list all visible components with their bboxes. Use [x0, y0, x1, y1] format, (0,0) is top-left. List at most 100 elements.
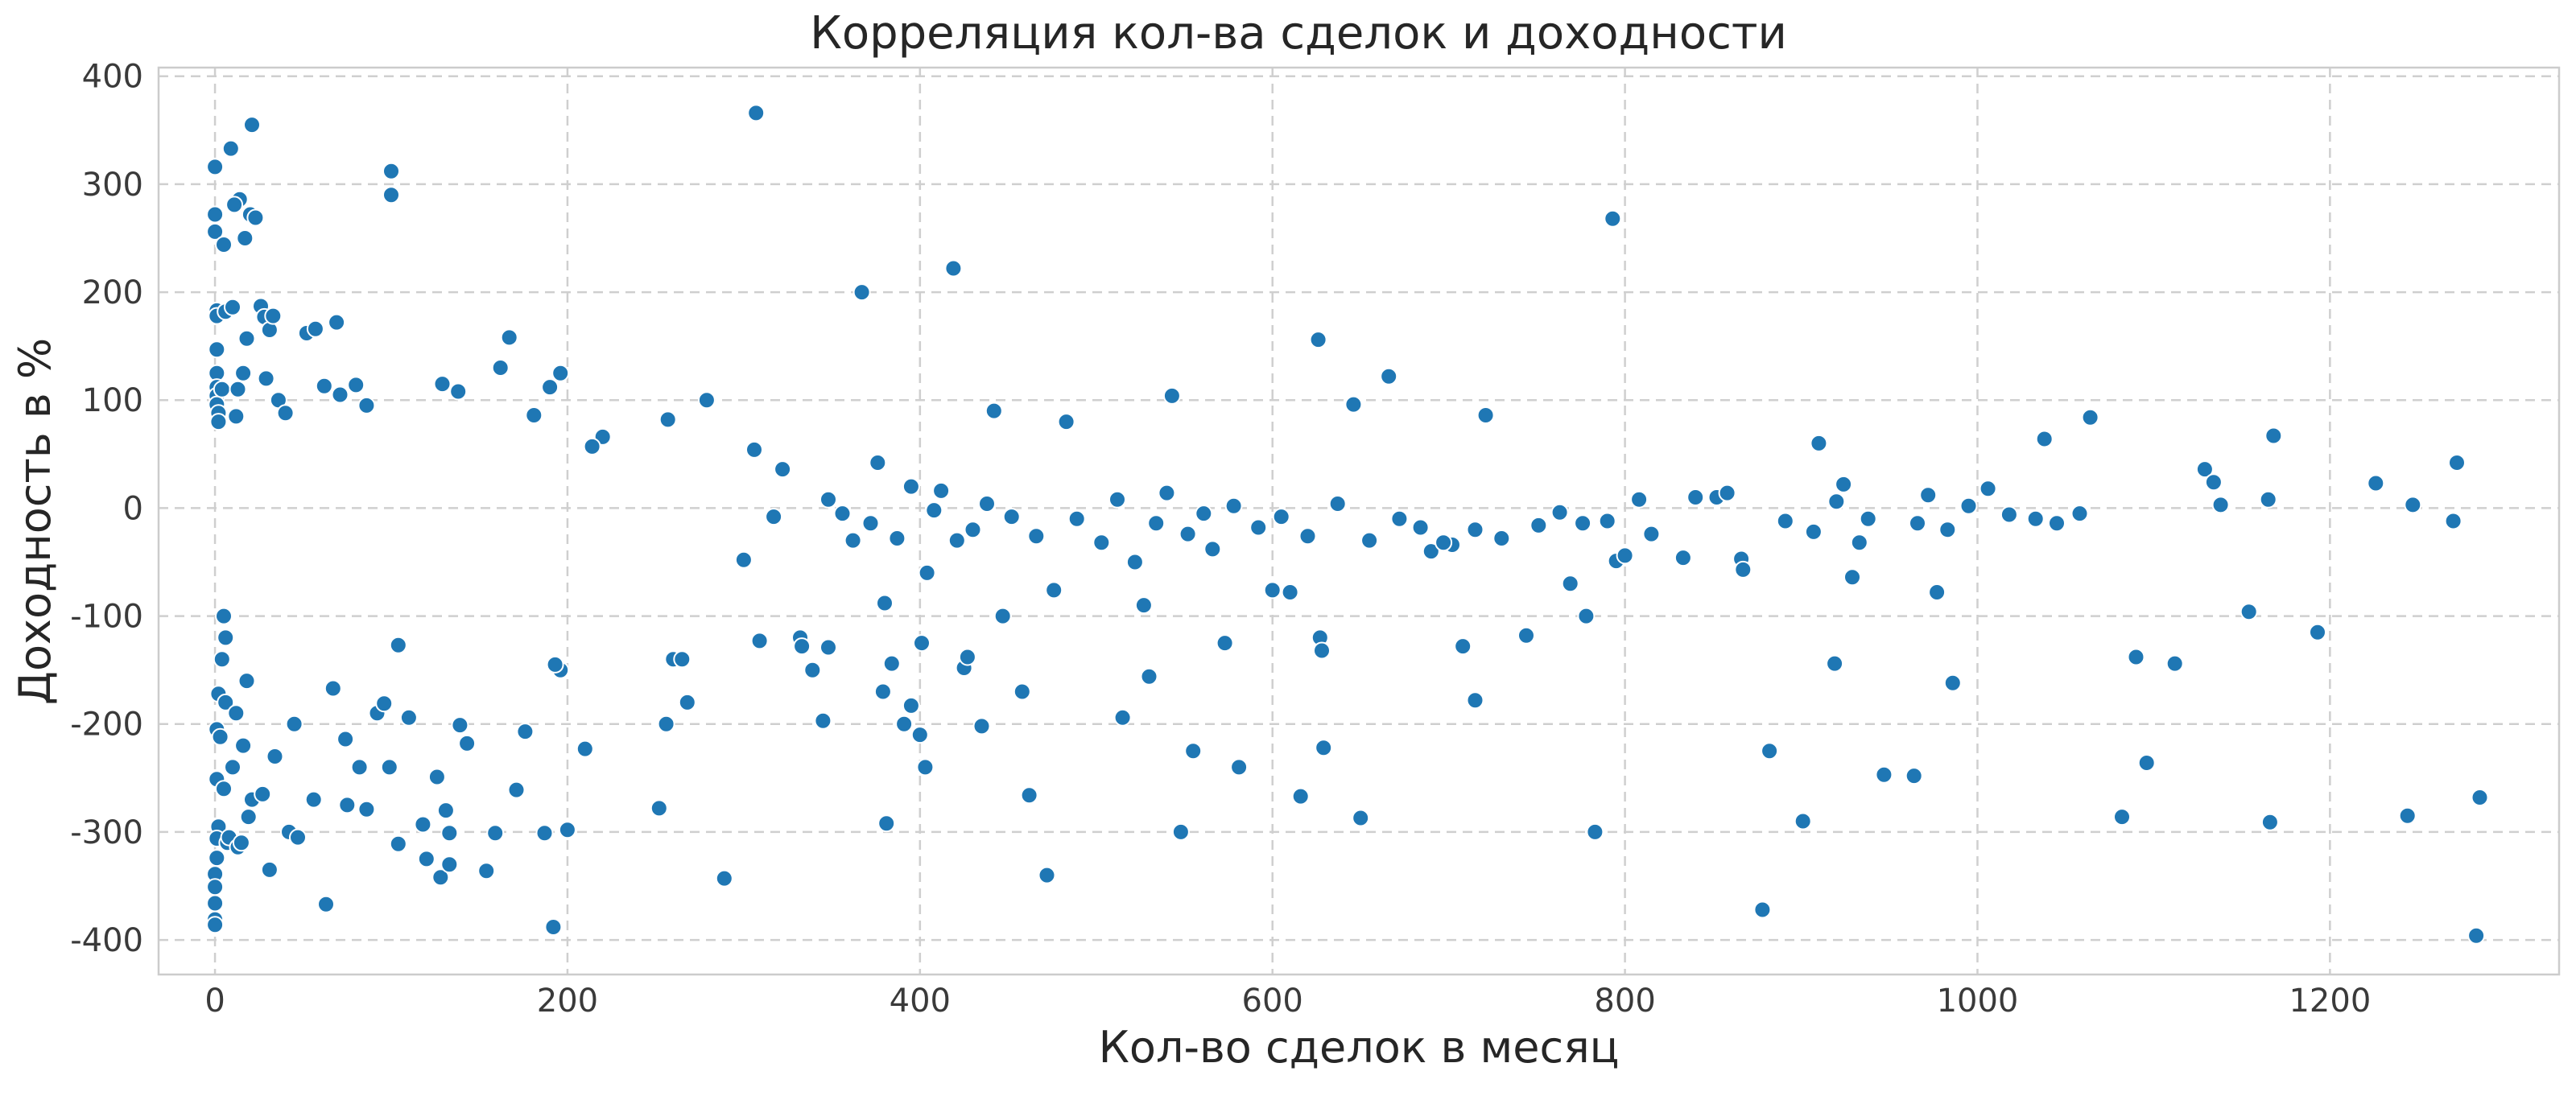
- data-point: [2035, 430, 2054, 448]
- data-point: [1158, 484, 1176, 502]
- y-tick-label: 300: [82, 167, 143, 204]
- x-tick-label: 1000: [1937, 983, 2019, 1020]
- scatter-points: [206, 104, 2489, 945]
- data-point: [2309, 623, 2326, 641]
- data-point: [658, 410, 677, 429]
- data-point: [1013, 682, 1031, 701]
- data-point: [440, 824, 459, 843]
- data-point: [1125, 553, 1144, 571]
- data-point: [1734, 560, 1752, 579]
- data-point: [2026, 509, 2045, 528]
- data-point: [1826, 654, 1844, 673]
- data-point: [433, 375, 452, 393]
- data-point: [1810, 434, 1828, 452]
- data-point: [2000, 505, 2018, 524]
- data-point: [449, 382, 468, 401]
- data-point: [2260, 813, 2279, 831]
- data-point: [306, 319, 324, 338]
- data-point: [964, 521, 982, 539]
- data-point: [1454, 637, 1472, 656]
- data-point: [417, 850, 436, 868]
- data-point: [2398, 806, 2417, 825]
- data-point: [650, 799, 668, 818]
- data-point: [491, 359, 510, 377]
- data-point: [208, 340, 226, 359]
- data-point: [1577, 607, 1596, 625]
- data-point: [576, 740, 594, 758]
- data-point: [747, 104, 766, 122]
- data-point: [544, 918, 563, 936]
- data-point: [844, 531, 862, 550]
- data-point: [551, 364, 570, 382]
- data-point: [232, 834, 250, 852]
- data-point: [382, 186, 400, 204]
- data-point: [1411, 518, 1430, 537]
- data-point: [1979, 480, 1997, 498]
- data-point: [260, 860, 279, 879]
- data-point: [1561, 575, 1579, 593]
- data-point: [734, 550, 753, 569]
- data-point: [925, 501, 943, 520]
- data-point: [1108, 490, 1126, 509]
- data-point: [1550, 503, 1569, 521]
- data-point: [1843, 568, 1861, 587]
- data-point: [947, 531, 966, 550]
- data-point: [869, 454, 887, 472]
- data-point: [558, 821, 576, 839]
- data-point: [1344, 395, 1363, 414]
- data-point: [1492, 529, 1511, 547]
- data-point: [206, 916, 225, 934]
- data-point: [1718, 484, 1736, 502]
- data-point: [357, 396, 376, 414]
- data-point: [1038, 866, 1056, 884]
- data-point: [224, 758, 242, 777]
- data-point: [209, 413, 228, 431]
- data-point: [1476, 406, 1495, 424]
- data-point: [1909, 514, 1926, 533]
- data-point: [715, 869, 733, 888]
- y-tick-label: 0: [123, 490, 143, 527]
- data-point: [1195, 505, 1213, 523]
- data-point: [208, 849, 226, 867]
- data-point: [745, 440, 763, 459]
- data-point: [1466, 521, 1484, 539]
- data-point: [882, 654, 901, 673]
- data-point: [1390, 509, 1409, 528]
- data-point: [873, 682, 892, 701]
- data-point: [427, 768, 446, 786]
- data-point: [2264, 426, 2283, 445]
- data-point: [1380, 367, 1398, 385]
- data-point: [852, 283, 871, 302]
- data-point: [206, 878, 225, 896]
- data-point: [2448, 454, 2466, 472]
- data-point: [389, 834, 407, 853]
- data-point: [382, 162, 400, 180]
- data-point: [1216, 634, 1234, 653]
- data-point: [357, 800, 376, 818]
- data-point: [1928, 583, 1946, 601]
- data-point: [436, 801, 455, 820]
- data-point: [1859, 509, 1877, 528]
- data-point: [535, 824, 554, 843]
- x-tick-label: 400: [890, 983, 951, 1020]
- data-point: [2211, 496, 2230, 514]
- data-point: [2113, 808, 2131, 826]
- data-point: [916, 758, 935, 777]
- data-point: [350, 758, 369, 777]
- data-point: [2404, 496, 2422, 514]
- data-point: [958, 648, 976, 666]
- data-point: [1835, 475, 1853, 493]
- x-tick-label: 800: [1594, 983, 1655, 1020]
- data-point: [2444, 512, 2462, 530]
- data-point: [229, 380, 247, 398]
- data-point: [246, 208, 265, 227]
- data-point: [1171, 822, 1190, 841]
- data-point: [803, 661, 822, 679]
- data-point: [2081, 408, 2099, 426]
- data-point: [1850, 534, 1868, 552]
- data-point: [1943, 674, 1962, 692]
- data-point: [1092, 534, 1111, 552]
- data-point: [206, 158, 225, 176]
- data-point: [913, 634, 931, 653]
